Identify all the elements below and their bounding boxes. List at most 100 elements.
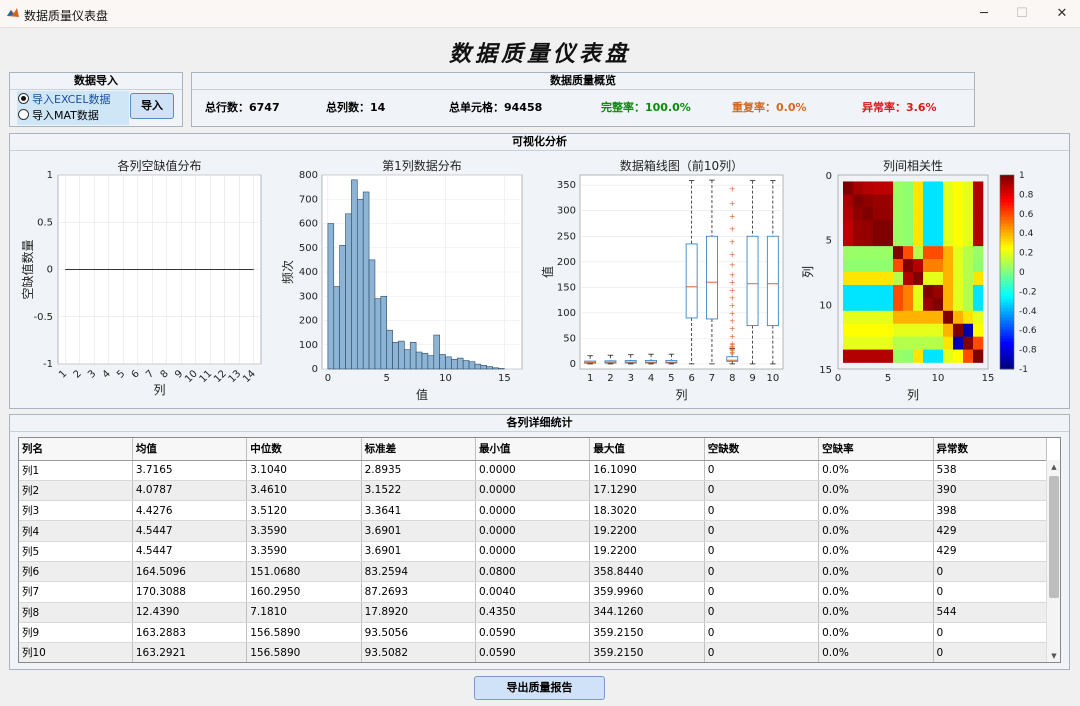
heatmap-cell — [843, 194, 854, 208]
radio-mat[interactable]: 导入MAT数据 — [18, 108, 99, 124]
stats-table[interactable]: 列名 均值 中位数 标准差 最小值 最大值 空缺数 空缺率 异常数 列1 3.7165 3.1040… — [18, 437, 1061, 663]
heatmap-cell — [973, 220, 984, 234]
table-scrollbar[interactable]: ▲ ▼ — [1046, 460, 1060, 662]
x-tick-label: 6 — [688, 373, 694, 384]
heatmap-cell — [933, 259, 944, 273]
y-tick-label: 600 — [299, 219, 318, 230]
table-cell: 列1 — [19, 460, 133, 481]
box — [685, 243, 698, 319]
minimize-button[interactable]: ─ — [980, 6, 988, 21]
table-row[interactable]: 列6 164.5096 151.0680 83.2594 0.0800 358.8440 0… — [19, 561, 1047, 583]
heatmap-cell — [913, 272, 924, 286]
heatmap-cell — [933, 207, 944, 221]
heatmap-cell — [943, 349, 954, 363]
x-tick-label: 8 — [729, 373, 735, 384]
colorbar-segment — [1000, 293, 1014, 297]
radio-excel[interactable]: 导入EXCEL数据 — [18, 92, 110, 108]
table-cell: 93.5056 — [361, 622, 477, 644]
table-row[interactable]: 列3 4.4276 3.5120 3.3641 0.0000 18.3020 0 0.0% 39… — [19, 500, 1047, 522]
heatmap-cell — [953, 336, 964, 350]
heatmap-cell — [883, 310, 894, 325]
column-header[interactable]: 异常数 — [933, 438, 1047, 461]
table-cell: 0.0000 — [475, 541, 591, 562]
x-tick-label: 3 — [628, 373, 634, 384]
heatmap-cell — [903, 323, 914, 337]
table-row[interactable]: 列9 163.2883 156.5890 93.5056 0.0590 359.2150 0… — [19, 622, 1047, 644]
export-report-button[interactable]: 导出质量报告 — [474, 676, 605, 700]
scroll-down-icon[interactable]: ▼ — [1051, 652, 1057, 660]
table-cell: 0 — [704, 541, 820, 562]
colorbar-segment — [1000, 281, 1014, 285]
heatmap-cell — [863, 220, 874, 234]
scroll-up-icon[interactable]: ▲ — [1051, 463, 1057, 471]
table-cell: 4.0787 — [132, 480, 248, 502]
column-header[interactable]: 列名 — [19, 438, 133, 461]
scroll-thumb[interactable] — [1049, 476, 1059, 598]
table-row[interactable]: 列5 4.5447 3.3590 3.6901 0.0000 19.2200 0 0.0% 42… — [19, 541, 1047, 562]
table-cell: 0.4350 — [475, 602, 591, 623]
colorbar-segment — [1000, 178, 1014, 182]
heatmap-cell — [943, 272, 954, 286]
heatmap-cell — [883, 284, 894, 299]
column-header[interactable]: 空缺数 — [704, 438, 820, 461]
heatmap-cell — [963, 310, 974, 325]
colorbar-segment — [1000, 214, 1014, 218]
maximize-button[interactable]: ☐ — [1016, 6, 1028, 21]
heatmap-cell — [903, 207, 914, 221]
column-header[interactable]: 均值 — [132, 438, 248, 461]
heatmap-cell — [843, 259, 854, 273]
y-tick-label: 700 — [299, 194, 318, 205]
heatmap-cell — [953, 194, 964, 208]
colorbar-segment — [1000, 272, 1014, 276]
x-tick-label: 9 — [749, 373, 755, 384]
heatmap-cell — [853, 349, 864, 363]
histogram-bar — [433, 334, 440, 370]
heatmap-cell — [893, 246, 904, 260]
heatmap-cell — [843, 272, 854, 286]
histogram-bar — [451, 359, 458, 370]
outlier-marker: + — [729, 348, 736, 357]
table-row[interactable]: 列4 4.5447 3.3590 3.6901 0.0000 19.2200 0 0.0% 42… — [19, 520, 1047, 542]
heatmap-cell — [863, 323, 874, 337]
outlier-marker: + — [729, 286, 736, 295]
window-title: 数据质量仪表盘 — [24, 9, 109, 23]
y-tick-label: 300 — [299, 291, 318, 302]
heatmap-cell — [953, 323, 964, 337]
histogram-bar — [374, 298, 382, 370]
x-tick-label: 7 — [144, 368, 156, 380]
heatmap-cell — [913, 284, 924, 299]
table-row[interactable]: 列7 170.3088 160.2950 87.2693 0.0040 359.9960 0… — [19, 581, 1047, 603]
column-header[interactable]: 最小值 — [475, 438, 591, 461]
colorbar-segment — [1000, 265, 1014, 270]
heatmap-cell — [973, 207, 984, 221]
column-header[interactable]: 最大值 — [589, 438, 705, 461]
colorbar-tick-label: 0.8 — [1019, 190, 1034, 200]
heatmap-cell — [853, 233, 864, 247]
heatmap-cell — [893, 323, 904, 337]
table-cell: 0.0% — [818, 520, 934, 542]
column-header[interactable]: 空缺率 — [818, 438, 934, 461]
table-cell: 列2 — [19, 480, 133, 502]
radio-unselected-icon[interactable] — [18, 109, 29, 120]
colorbar-segment — [1000, 250, 1014, 255]
table-row[interactable]: 列2 4.0787 3.4610 3.1522 0.0000 17.1290 0 0.0% 39… — [19, 480, 1047, 502]
close-button[interactable]: ✕ — [1056, 6, 1068, 21]
column-header[interactable]: 标准差 — [361, 438, 477, 461]
x-tick-label: 5 — [885, 373, 891, 384]
table-cell: 359.9960 — [589, 581, 705, 603]
table-cell: 429 — [933, 541, 1047, 562]
table-cell: 3.6901 — [361, 541, 477, 562]
column-header[interactable]: 中位数 — [246, 438, 362, 461]
radio-selected-icon[interactable] — [18, 93, 29, 104]
table-row[interactable]: 列1 3.7165 3.1040 2.8935 0.0000 16.1090 0 0.0% 53… — [19, 460, 1047, 481]
table-cell: 0.0000 — [475, 480, 591, 502]
table-row[interactable]: 列8 12.4390 7.1810 17.8920 0.4350 344.1260 0 0.0… — [19, 602, 1047, 623]
import-button[interactable]: 导入 — [130, 93, 174, 119]
chart-title: 列间相关性 — [883, 159, 943, 173]
table-cell: 3.1522 — [361, 480, 477, 502]
heatmap-cell — [903, 259, 914, 273]
heatmap-cell — [873, 207, 884, 221]
table-cell: 164.5096 — [132, 561, 248, 583]
table-row[interactable]: 列10 163.2921 156.5890 93.5082 0.0590 359.2150… — [19, 642, 1047, 662]
heatmap-cell — [843, 284, 854, 299]
